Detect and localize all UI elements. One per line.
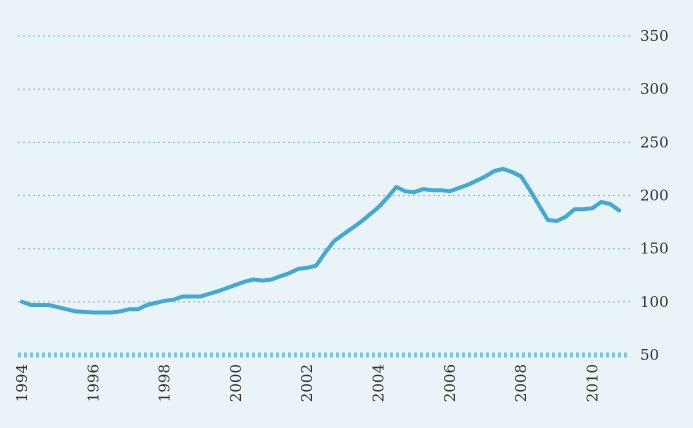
y-tick-label-150: 150	[640, 240, 669, 258]
x-tick-label-2010: 2010	[583, 364, 601, 402]
y-tick-label-200: 200	[640, 187, 669, 205]
y-tick-labels: 50 100 150 200 250 300 350	[640, 27, 669, 364]
y-tick-label-350: 350	[640, 27, 669, 45]
x-tick-label-1994: 1994	[13, 364, 31, 402]
y-tick-label-300: 300	[640, 80, 669, 98]
gridlines	[18, 35, 630, 358]
y-tick-label-50: 50	[640, 346, 659, 364]
y-tick-label-250: 250	[640, 133, 669, 151]
series-line	[20, 166, 622, 315]
x-tick-label-1998: 1998	[156, 364, 174, 402]
x-tick-label-2006: 2006	[441, 364, 459, 402]
y-tick-label-100: 100	[640, 293, 669, 311]
x-tick-label-2008: 2008	[512, 364, 530, 402]
x-tick-label-2002: 2002	[298, 364, 316, 402]
x-tick-label-2004: 2004	[369, 364, 387, 402]
x-tick-label-2000: 2000	[227, 364, 245, 402]
x-tick-label-1996: 1996	[84, 364, 102, 402]
x-tick-labels: 1994 1996 1998 2000 2002 2004 2006 2008 2010	[13, 364, 601, 402]
